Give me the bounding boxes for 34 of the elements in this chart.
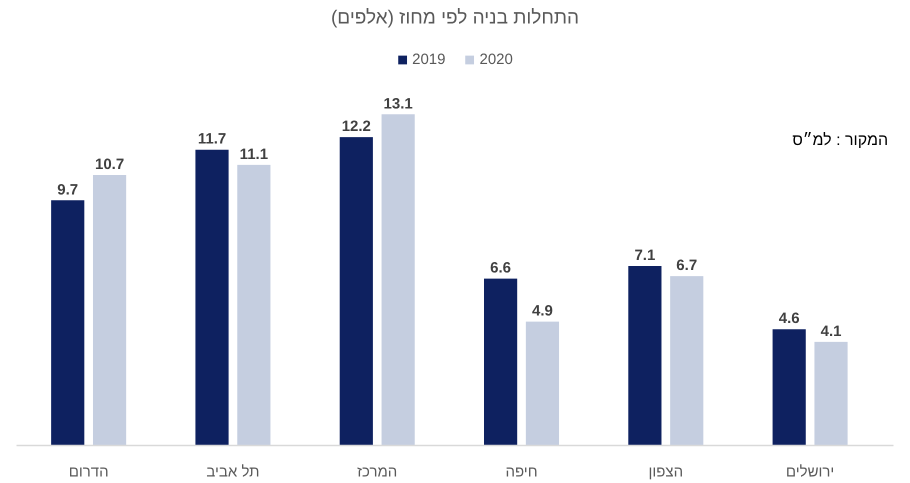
bar <box>628 266 662 446</box>
x-tick-label: הדרום <box>68 464 109 480</box>
x-tick-label: חיפה <box>505 464 538 480</box>
bar <box>382 114 415 446</box>
data-label: 10.7 <box>94 156 124 173</box>
data-label: 6.6 <box>490 260 512 277</box>
bar <box>772 329 806 446</box>
data-label: 12.2 <box>342 118 371 136</box>
bar <box>484 278 518 446</box>
data-label: 13.1 <box>384 95 413 112</box>
bar <box>340 137 373 446</box>
data-label: 6.7 <box>676 257 698 274</box>
bar <box>670 276 704 446</box>
data-label: 11.7 <box>198 130 226 148</box>
x-tick-label: ירושלים <box>786 464 834 480</box>
bar <box>237 164 270 446</box>
data-label: 4.9 <box>532 302 553 320</box>
legend-label: 2019 <box>412 51 446 68</box>
bar <box>814 342 848 446</box>
bar <box>92 174 126 446</box>
bar <box>51 200 84 446</box>
data-label: 4.1 <box>820 322 842 340</box>
data-label: 9.7 <box>57 181 78 198</box>
x-tick-label: המרכז <box>357 464 398 480</box>
data-label: 11.1 <box>240 146 268 163</box>
bar <box>195 150 229 446</box>
legend-label: 2020 <box>480 51 513 68</box>
x-tick-label: הצפון <box>648 464 684 480</box>
data-label: 4.6 <box>778 310 800 328</box>
annotation: המקור : למ״ס <box>792 131 888 150</box>
bar <box>526 322 560 446</box>
chart-title: התחלות בניה לפי מחוז (אלפים) <box>330 8 580 28</box>
x-tick-label: תל אביב <box>206 464 260 480</box>
data-label: 7.1 <box>634 247 656 264</box>
